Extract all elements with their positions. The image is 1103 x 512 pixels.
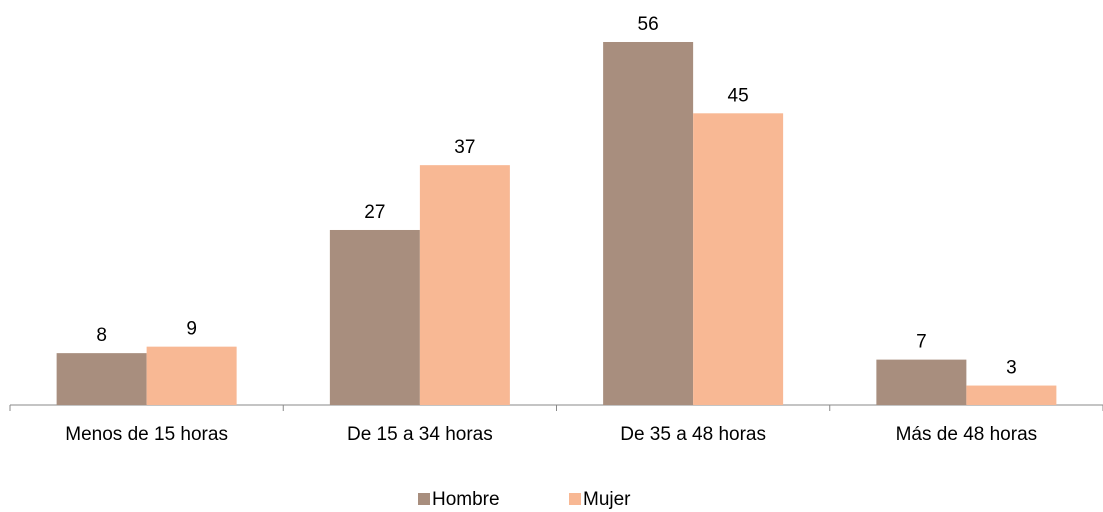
- x-tick-label: De 15 a 34 horas: [347, 424, 493, 445]
- data-label: 7: [916, 332, 927, 353]
- legend-label: Hombre: [432, 489, 500, 510]
- data-label: 3: [1006, 358, 1017, 379]
- bar: [329, 229, 420, 405]
- data-label: 27: [364, 202, 385, 223]
- data-label: 8: [96, 325, 107, 346]
- bar: [419, 165, 510, 405]
- legend-swatch: [569, 493, 581, 505]
- data-label: 9: [186, 319, 197, 340]
- legend-swatch: [418, 493, 430, 505]
- data-label: 56: [638, 14, 659, 35]
- bar: [966, 385, 1057, 405]
- bar: [693, 113, 784, 405]
- bar: [876, 359, 967, 405]
- x-tick-label: De 35 a 48 horas: [620, 424, 766, 445]
- bar: [146, 346, 237, 405]
- bar: [56, 353, 147, 405]
- bar: [603, 42, 694, 405]
- x-tick-label: Más de 48 horas: [896, 424, 1038, 445]
- data-label: 37: [454, 137, 475, 158]
- legend-label: Mujer: [583, 489, 631, 510]
- x-tick-label: Menos de 15 horas: [65, 424, 228, 445]
- data-label: 45: [728, 85, 749, 106]
